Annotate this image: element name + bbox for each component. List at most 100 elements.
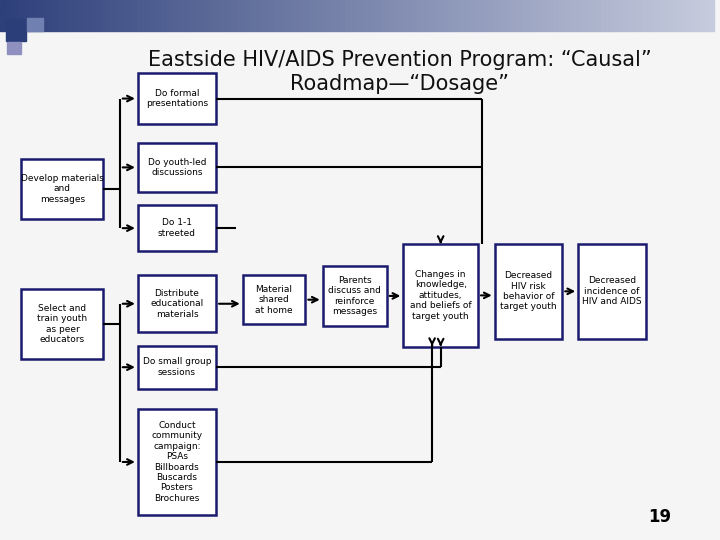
Bar bbox=[101, 0, 107, 31]
FancyBboxPatch shape bbox=[495, 244, 562, 339]
Bar bbox=[345, 0, 351, 31]
FancyBboxPatch shape bbox=[138, 409, 216, 515]
FancyBboxPatch shape bbox=[138, 346, 216, 389]
Bar bbox=[582, 0, 589, 31]
Bar bbox=[606, 0, 613, 31]
Bar bbox=[434, 0, 440, 31]
Bar bbox=[7, 42, 22, 54]
Bar bbox=[357, 0, 363, 31]
Bar bbox=[392, 0, 398, 31]
Bar bbox=[642, 0, 648, 31]
Bar bbox=[18, 0, 24, 31]
Bar bbox=[268, 0, 274, 31]
Text: Do formal
presentations: Do formal presentations bbox=[146, 89, 208, 108]
Bar bbox=[190, 0, 197, 31]
Bar bbox=[422, 0, 428, 31]
Text: Changes in
knowledge,
attitudes,
and beliefs of
target youth: Changes in knowledge, attitudes, and bel… bbox=[410, 270, 472, 321]
Bar bbox=[6, 0, 12, 31]
Bar bbox=[363, 0, 369, 31]
Bar bbox=[464, 0, 470, 31]
Text: Parents
discuss and
reinforce
messages: Parents discuss and reinforce messages bbox=[328, 276, 381, 316]
Bar bbox=[571, 0, 577, 31]
Bar bbox=[559, 0, 565, 31]
Bar bbox=[410, 0, 416, 31]
Bar bbox=[261, 0, 268, 31]
Bar bbox=[143, 0, 148, 31]
Bar bbox=[53, 0, 60, 31]
Bar bbox=[702, 0, 708, 31]
Bar bbox=[648, 0, 654, 31]
Bar bbox=[66, 0, 71, 31]
Bar bbox=[60, 0, 66, 31]
FancyBboxPatch shape bbox=[578, 244, 646, 339]
Bar bbox=[184, 0, 190, 31]
Text: Do 1-1
streeted: Do 1-1 streeted bbox=[158, 219, 196, 238]
Bar bbox=[381, 0, 387, 31]
Bar bbox=[458, 0, 464, 31]
Bar bbox=[428, 0, 434, 31]
Text: Eastside HIV/AIDS Prevention Program: “Causal”
Roadmap—“Dosage”: Eastside HIV/AIDS Prevention Program: “C… bbox=[148, 50, 652, 94]
Bar bbox=[535, 0, 541, 31]
FancyBboxPatch shape bbox=[243, 275, 305, 324]
Bar bbox=[333, 0, 339, 31]
Bar bbox=[71, 0, 77, 31]
Bar bbox=[398, 0, 405, 31]
Bar bbox=[440, 0, 446, 31]
Bar bbox=[48, 0, 53, 31]
Text: Select and
train youth
as peer
educators: Select and train youth as peer educators bbox=[37, 304, 88, 344]
Text: Distribute
educational
materials: Distribute educational materials bbox=[150, 289, 204, 319]
Bar bbox=[238, 0, 244, 31]
Bar bbox=[220, 0, 226, 31]
Bar bbox=[131, 0, 137, 31]
Bar bbox=[214, 0, 220, 31]
Bar bbox=[30, 0, 36, 31]
FancyBboxPatch shape bbox=[138, 73, 216, 124]
Bar bbox=[405, 0, 410, 31]
Bar bbox=[416, 0, 422, 31]
Bar bbox=[624, 0, 631, 31]
Bar bbox=[631, 0, 636, 31]
Bar bbox=[553, 0, 559, 31]
Bar bbox=[487, 0, 494, 31]
Bar bbox=[155, 0, 161, 31]
Bar bbox=[500, 0, 505, 31]
Bar bbox=[600, 0, 606, 31]
Bar bbox=[0, 0, 6, 31]
Bar bbox=[179, 0, 184, 31]
Bar bbox=[197, 0, 202, 31]
Bar bbox=[696, 0, 702, 31]
Bar bbox=[613, 0, 618, 31]
Bar bbox=[618, 0, 624, 31]
Bar bbox=[470, 0, 476, 31]
Bar bbox=[589, 0, 595, 31]
Bar bbox=[107, 0, 113, 31]
Text: Decreased
HIV risk
behavior of
target youth: Decreased HIV risk behavior of target yo… bbox=[500, 271, 557, 312]
Bar bbox=[494, 0, 500, 31]
Bar bbox=[351, 0, 357, 31]
Bar bbox=[660, 0, 666, 31]
Bar bbox=[387, 0, 392, 31]
Bar bbox=[137, 0, 143, 31]
Bar bbox=[523, 0, 529, 31]
Bar bbox=[24, 0, 30, 31]
Bar bbox=[577, 0, 582, 31]
Bar bbox=[202, 0, 208, 31]
Bar bbox=[173, 0, 179, 31]
Text: Do youth-led
discussions: Do youth-led discussions bbox=[148, 158, 206, 177]
Bar bbox=[77, 0, 84, 31]
Bar bbox=[452, 0, 458, 31]
Bar bbox=[303, 0, 310, 31]
Bar bbox=[279, 0, 285, 31]
Bar bbox=[518, 0, 523, 31]
Bar bbox=[12, 0, 18, 31]
Bar bbox=[327, 0, 333, 31]
Bar bbox=[292, 0, 297, 31]
Bar bbox=[208, 0, 214, 31]
FancyBboxPatch shape bbox=[22, 159, 104, 219]
Bar bbox=[541, 0, 547, 31]
Bar bbox=[95, 0, 101, 31]
Bar bbox=[529, 0, 535, 31]
Bar bbox=[315, 0, 321, 31]
Text: Decreased
incidence of
HIV and AIDS: Decreased incidence of HIV and AIDS bbox=[582, 276, 642, 306]
Bar bbox=[321, 0, 327, 31]
